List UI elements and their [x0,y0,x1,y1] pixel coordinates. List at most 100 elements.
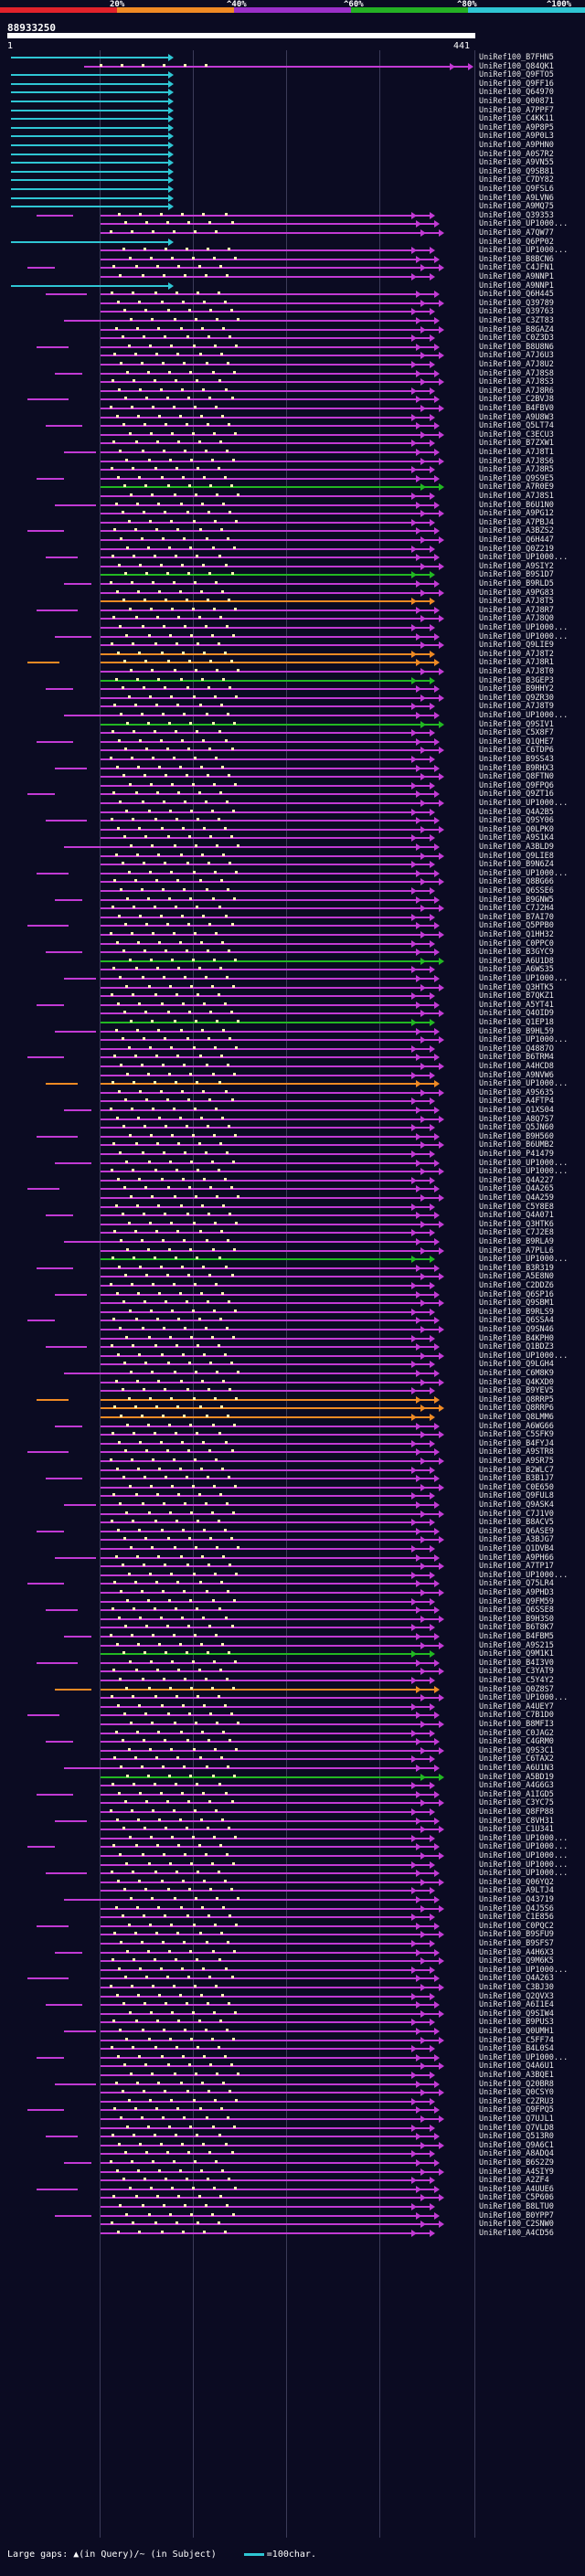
hit-row[interactable]: UniRef100_Q9ASK4 [0,1500,585,1510]
hit-row[interactable]: UniRef100_C7DY82 [0,175,585,185]
hit-accession-link[interactable]: UniRef100_B9N6Z4 [479,860,554,870]
hit-row[interactable]: UniRef100_Q4A2B5 [0,808,585,817]
hit-accession-link[interactable]: UniRef100_B9GNW5 [479,895,554,905]
hit-row[interactable]: UniRef100_A7J8T2 [0,650,585,659]
hit-accession-link[interactable]: UniRef100_B7FHN5 [479,53,554,62]
hit-row[interactable]: UniRef100_C5SFK9 [0,1430,585,1439]
hit-accession-link[interactable]: UniRef100_A7J8R7 [479,605,554,615]
hit-accession-link[interactable]: UniRef100_B8GAZ4 [479,324,554,334]
hit-row[interactable]: UniRef100_C6TDP6 [0,746,585,755]
hit-accession-link[interactable]: UniRef100_A7J8R5 [479,465,554,475]
hit-accession-link[interactable]: UniRef100_Q9ZT16 [479,790,554,800]
hit-accession-link[interactable]: UniRef100_Q9SN46 [479,1325,554,1334]
hit-accession-link[interactable]: UniRef100_C0Z3D3 [479,334,554,344]
hit-row[interactable]: UniRef100_C0PQC2 [0,1922,585,1931]
hit-accession-link[interactable]: UniRef100_Q8FTN0 [479,772,554,782]
hit-accession-link[interactable]: UniRef100_Q8BG66 [479,877,554,887]
hit-accession-link[interactable]: UniRef100_A7TP17 [479,1562,554,1572]
hit-row[interactable]: UniRef100_C5Y4Y2 [0,1676,585,1685]
hit-accession-link[interactable]: UniRef100_A9P0L3 [479,132,554,142]
hit-row[interactable]: UniRef100_B7QKZ1 [0,991,585,1001]
hit-row[interactable]: UniRef100_Q9A6C1 [0,2141,585,2150]
hit-accession-link[interactable]: UniRef100_A7J8T1 [479,448,554,457]
hit-row[interactable]: UniRef100_A8ADQ4 [0,2149,585,2158]
hit-accession-link[interactable]: UniRef100_C3YC75 [479,1798,554,1808]
hit-row[interactable]: UniRef100_Q6SSA4 [0,1316,585,1325]
hit-row[interactable]: UniRef100_A7PLL6 [0,1246,585,1256]
hit-accession-link[interactable]: UniRef100_A7J8R6 [479,386,554,396]
hit-row[interactable]: UniRef100_A5YT41 [0,1001,585,1010]
hit-row[interactable]: UniRef100_B6UMB2 [0,1140,585,1150]
hit-row[interactable]: UniRef100_B2WLC7 [0,1466,585,1475]
hit-row[interactable]: UniRef100_Q6SSE6 [0,886,585,896]
hit-accession-link[interactable]: UniRef100_C2BVJ8 [479,395,554,405]
hit-row[interactable]: UniRef100_C8VH31 [0,1817,585,1826]
hit-accession-link[interactable]: UniRef100_A8ADQ4 [479,2149,554,2159]
hit-accession-link[interactable]: UniRef100_A9MQ75 [479,202,554,212]
hit-row[interactable]: UniRef100_Q5PPB0 [0,921,585,930]
hit-row[interactable]: UniRef100_Q7VLD8 [0,2124,585,2133]
hit-row[interactable]: UniRef100_Q1BDZ3 [0,1342,585,1352]
hit-row[interactable]: UniRef100_A7J8R5 [0,465,585,474]
hit-accession-link[interactable]: UniRef100_Q6H447 [479,535,554,545]
hit-row[interactable]: UniRef100_B9N6Z4 [0,860,585,869]
hit-row[interactable]: UniRef100_A9MQ75 [0,202,585,211]
hit-row[interactable]: UniRef100_A7J8U2 [0,360,585,369]
hit-accession-link[interactable]: UniRef100_A7J8T0 [479,667,554,676]
hit-accession-link[interactable]: UniRef100_Q1EP18 [479,1018,554,1027]
hit-accession-link[interactable]: UniRef100_Q5JN60 [479,1123,554,1133]
hit-row[interactable]: UniRef100_P41479 [0,1150,585,1159]
hit-row[interactable]: UniRef100_A9PHN0 [0,141,585,150]
hit-accession-link[interactable]: UniRef100_A4UEY7 [479,1701,554,1712]
hit-accession-link[interactable]: UniRef100_B9RHX3 [479,763,554,773]
hit-row[interactable]: UniRef100_A7PBJ4 [0,518,585,527]
hit-row[interactable]: UniRef100_A9NNP1 [0,272,585,281]
hit-accession-link[interactable]: UniRef100_Q1BDZ3 [479,1342,554,1352]
hit-row[interactable]: UniRef100_B3GEP3 [0,676,585,685]
hit-accession-link[interactable]: UniRef100_UP1000... [479,631,569,641]
hit-accession-link[interactable]: UniRef100_A7PBJ4 [479,517,554,527]
hit-accession-link[interactable]: UniRef100_A3BZS2 [479,526,554,536]
hit-row[interactable]: UniRef100_Q4887O [0,1044,585,1054]
hit-accession-link[interactable]: UniRef100_B6T8K7 [479,1623,554,1633]
hit-row[interactable]: UniRef100_Q6H447 [0,535,585,545]
hit-row[interactable]: UniRef100_A9P0L3 [0,132,585,141]
hit-accession-link[interactable]: UniRef100_A9S635 [479,1087,554,1097]
hit-row[interactable]: UniRef100_C5Y8E8 [0,1203,585,1212]
hit-accession-link[interactable]: UniRef100_A9LVN6 [479,193,554,203]
hit-accession-link[interactable]: UniRef100_C2SNW0 [479,2220,554,2230]
hit-accession-link[interactable]: UniRef100_UP1000... [479,246,569,256]
hit-accession-link[interactable]: UniRef100_A9NVW6 [479,1070,554,1080]
hit-accession-link[interactable]: UniRef100_Q1HH32 [479,930,554,939]
hit-accession-link[interactable]: UniRef100_A3BLD9 [479,843,554,852]
hit-row[interactable]: UniRef100_A9SR75 [0,1457,585,1466]
hit-row[interactable]: UniRef100_Q9SIW4 [0,2009,585,2019]
hit-accession-link[interactable]: UniRef100_B7ZXW1 [479,439,554,449]
hit-accession-link[interactable]: UniRef100_B9HHY2 [479,684,554,694]
hit-accession-link[interactable]: UniRef100_Q6SSA4 [479,1316,554,1326]
hit-row[interactable]: UniRef100_Q00871 [0,97,585,106]
hit-accession-link[interactable]: UniRef100_A7J8T9 [479,702,554,712]
hit-accession-link[interactable]: UniRef100_C2DDZ6 [479,1281,554,1290]
hit-accession-link[interactable]: UniRef100_UP1000... [479,2052,569,2062]
hit-row[interactable]: UniRef100_A6I1E4 [0,2000,585,2009]
hit-row[interactable]: UniRef100_A9LTJ4 [0,1886,585,1895]
hit-accession-link[interactable]: UniRef100_C3BJ30 [479,1983,554,1992]
hit-row[interactable]: UniRef100_A7J8S3 [0,377,585,387]
hit-accession-link[interactable]: UniRef100_A6WG66 [479,1421,554,1431]
hit-row[interactable]: UniRef100_Q39789 [0,299,585,308]
hit-row[interactable]: UniRef100_A7J8R1 [0,658,585,667]
hit-accession-link[interactable]: UniRef100_C2ZRU3 [479,2096,554,2106]
hit-accession-link[interactable]: UniRef100_B9PUS3 [479,2018,554,2028]
hit-accession-link[interactable]: UniRef100_C8VH31 [479,1816,554,1826]
hit-accession-link[interactable]: UniRef100_Q9LIE8 [479,851,554,861]
hit-accession-link[interactable]: UniRef100_Q9SBM1 [479,1299,554,1309]
hit-row[interactable]: UniRef100_UP1000... [0,799,585,808]
hit-accession-link[interactable]: UniRef100_Q9FPQ6 [479,780,554,790]
hit-row[interactable]: UniRef100_Q64970 [0,88,585,97]
hit-accession-link[interactable]: UniRef100_B7QKZ1 [479,991,554,1002]
hit-accession-link[interactable]: UniRef100_A3BJG7 [479,1535,554,1545]
hit-row[interactable]: UniRef100_B6TRM4 [0,1053,585,1062]
hit-row[interactable]: UniRef100_A7J8T9 [0,702,585,711]
hit-accession-link[interactable]: UniRef100_C4JFN1 [479,263,554,273]
